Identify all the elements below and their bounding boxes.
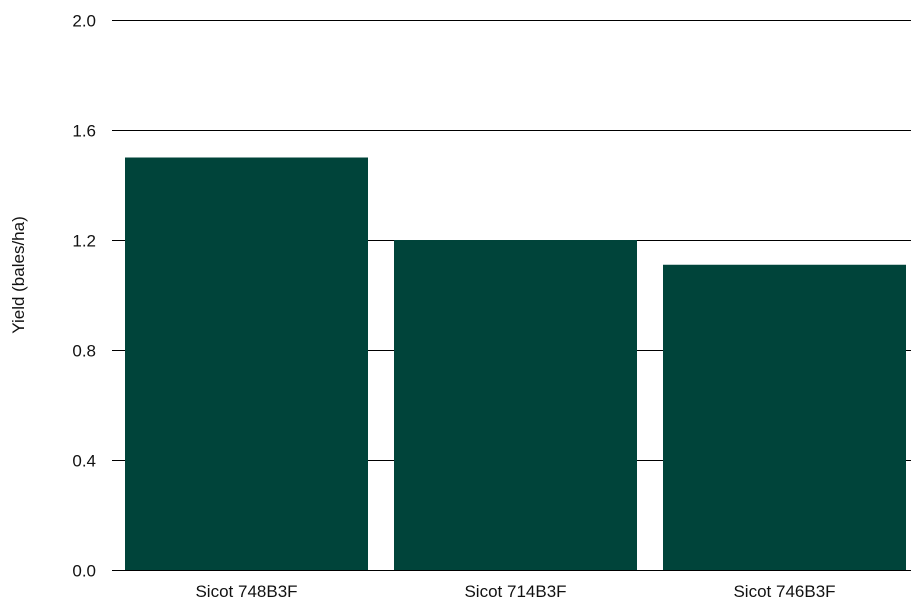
x-tick-label: Sicot 746B3F [733,582,835,601]
y-tick-label: 1.2 [72,232,96,251]
y-tick-labels: 0.0 0.4 0.8 1.2 1.6 2.0 [72,12,96,581]
x-tick-label: Sicot 714B3F [464,582,566,601]
y-tick-label: 0.0 [72,562,96,581]
x-tick-label: Sicot 748B3F [195,582,297,601]
y-tick-label: 1.6 [72,122,96,141]
y-axis-title: Yield (bales/ha) [9,216,28,334]
bar [394,240,637,570]
y-tick-label: 0.8 [72,342,96,361]
y-tick-label: 2.0 [72,12,96,31]
y-tick-label: 0.4 [72,452,96,471]
bars [125,157,906,570]
x-tick-labels: Sicot 748B3F Sicot 714B3F Sicot 746B3F [195,582,835,601]
bar [125,157,368,570]
bar [663,264,906,570]
